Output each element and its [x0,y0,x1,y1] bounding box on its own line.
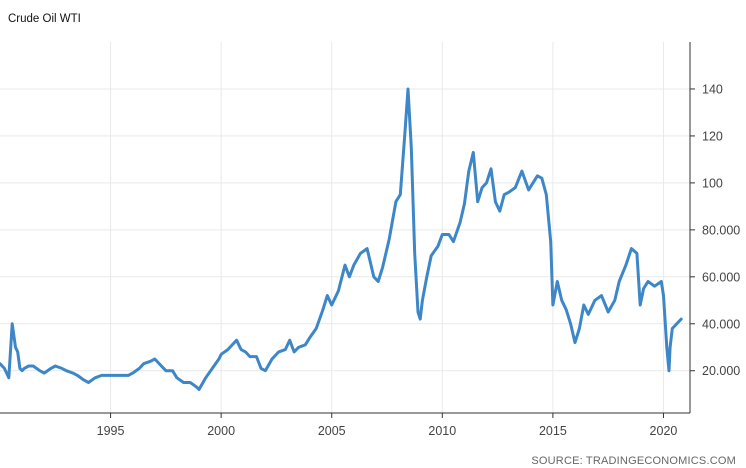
x-tick-label: 2010 [428,424,456,438]
x-tick-label: 1995 [97,424,125,438]
y-tick-label: 60.000 [702,270,740,284]
y-tick-label: 120 [702,129,723,143]
y-tick-label: 20.000 [702,364,740,378]
tick-labels: 20.000 40.000 60.000 80.000 100 120 140 1995 200… [97,82,741,438]
series-group [0,87,683,391]
y-tick-label: 140 [702,82,723,96]
price-line [0,87,683,391]
axes [0,42,695,418]
y-tick-label: 80.000 [702,223,740,237]
x-tick-label: 2015 [539,424,567,438]
source-caption: SOURCE: TRADINGECONOMICS.COM [531,455,736,467]
y-tick-label: 100 [702,176,723,190]
chart-title: Crude Oil WTI [8,13,81,25]
x-tick-label: 2005 [318,424,346,438]
x-tick-label: 2020 [650,424,678,438]
y-tick-label: 40.000 [702,317,740,331]
grid-lines [0,42,690,413]
x-tick-label: 2000 [207,424,235,438]
